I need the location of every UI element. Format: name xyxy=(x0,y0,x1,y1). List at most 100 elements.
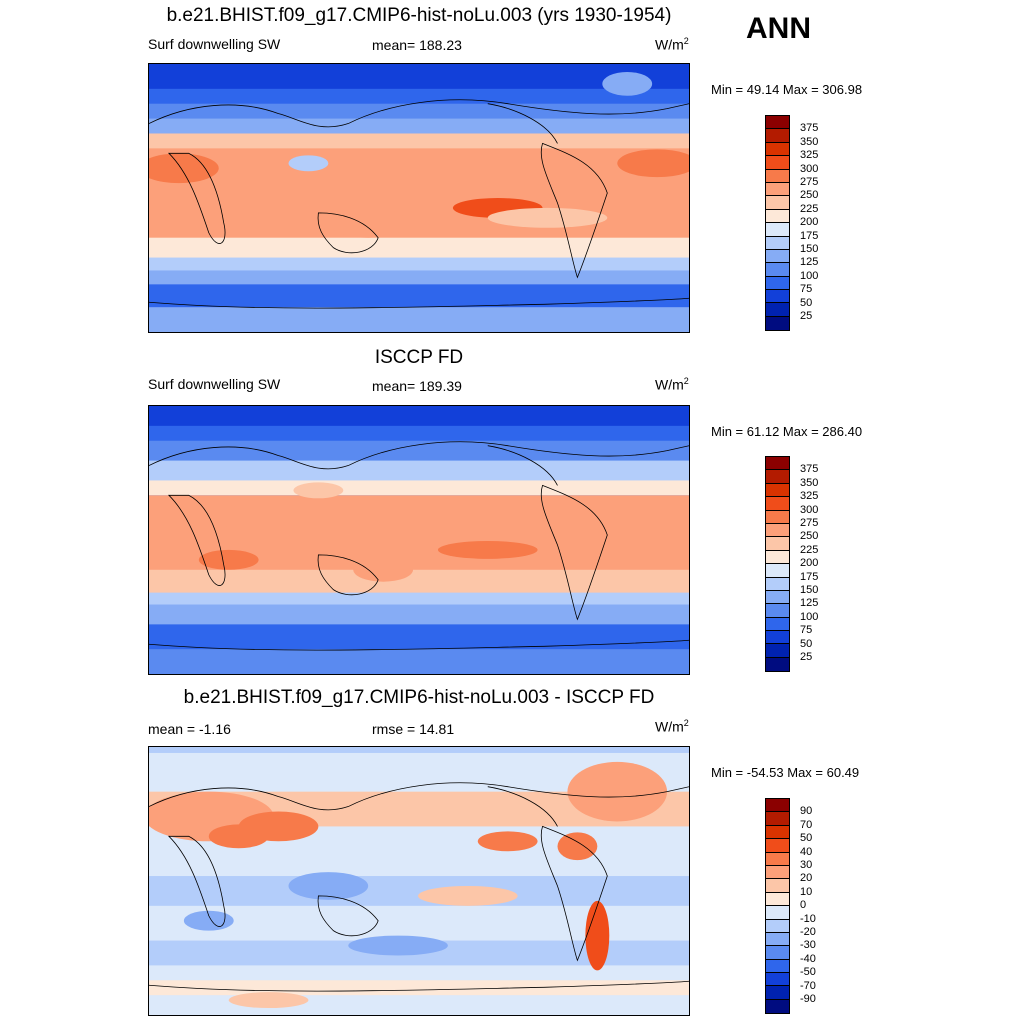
colorbar-tick-label: 200 xyxy=(800,216,819,229)
colorbar-swatch xyxy=(766,290,789,304)
colorbar-tick-label: -10 xyxy=(800,912,816,925)
panel-1-units: W/m2 xyxy=(655,36,689,53)
colorbar-tick-label: 350 xyxy=(800,476,819,489)
panel-1-variable-label: Surf downwelling SW xyxy=(148,36,281,52)
colorbar-tick-label: 50 xyxy=(800,832,813,845)
obs-sw-map xyxy=(149,406,689,674)
colorbar-swatch xyxy=(766,169,789,183)
colorbar-tick-label: 200 xyxy=(800,557,819,570)
colorbar-swatch xyxy=(766,932,789,947)
colorbar-tick-label: 250 xyxy=(800,530,819,543)
colorbar-tick-label: -20 xyxy=(800,926,816,938)
panel-2-colorbar xyxy=(765,456,790,673)
panel-2-variable-label: Surf downwelling SW xyxy=(148,376,281,392)
colorbar-tick-label: 300 xyxy=(800,162,819,175)
colorbar-swatch xyxy=(766,799,789,813)
colorbar-tick-label: 250 xyxy=(800,189,819,202)
panel-2-mean-label: mean= 189.39 xyxy=(372,378,462,394)
colorbar-swatch xyxy=(766,497,789,511)
colorbar-swatch xyxy=(766,812,789,826)
colorbar-tick-label: 150 xyxy=(800,584,819,596)
colorbar-swatch xyxy=(766,865,789,880)
colorbar-swatch xyxy=(766,209,789,224)
colorbar-tick-label: 350 xyxy=(800,135,819,148)
colorbar-tick-label: 50 xyxy=(800,296,813,309)
panel-3-title: b.e21.BHIST.f09_g17.CMIP6-hist-noLu.003 … xyxy=(183,687,655,708)
panel-3-map xyxy=(148,746,690,1016)
colorbar-tick-label: 375 xyxy=(800,463,819,476)
colorbar-tick-label: 75 xyxy=(800,283,813,296)
panel-3-minmax: Min = -54.53 Max = 60.49 xyxy=(711,765,860,780)
colorbar-swatch xyxy=(766,537,789,551)
panel-2-units: W/m2 xyxy=(655,376,689,393)
colorbar-swatch xyxy=(766,303,789,317)
colorbar-swatch xyxy=(766,631,789,645)
colorbar-tick-label: -70 xyxy=(800,979,816,992)
colorbar-swatch xyxy=(766,564,789,578)
colorbar-swatch xyxy=(766,577,789,591)
colorbar-swatch xyxy=(766,590,789,605)
colorbar-swatch xyxy=(766,142,789,157)
colorbar-swatch xyxy=(766,182,789,197)
panel-1-minmax: Min = 49.14 Max = 306.98 xyxy=(711,82,863,97)
colorbar-swatch xyxy=(766,236,789,250)
colorbar-tick-label: 125 xyxy=(800,256,819,269)
colorbar-tick-label: 40 xyxy=(800,845,813,858)
panel-2-title: ISCCP FD xyxy=(374,347,464,368)
colorbar-tick-label: 375 xyxy=(800,122,819,135)
colorbar-tick-label: -50 xyxy=(800,966,816,979)
colorbar-tick-label: 20 xyxy=(800,872,813,885)
colorbar-tick-label: 275 xyxy=(800,517,819,529)
colorbar-swatch xyxy=(766,249,789,264)
colorbar-tick-label: -30 xyxy=(800,939,816,952)
colorbar-swatch xyxy=(766,879,789,893)
colorbar-swatch xyxy=(766,986,789,1000)
colorbar-tick-label: 70 xyxy=(800,818,813,831)
colorbar-swatch xyxy=(766,644,789,658)
colorbar-swatch xyxy=(766,523,789,538)
colorbar-swatch xyxy=(766,617,789,632)
colorbar-swatch xyxy=(766,510,789,524)
colorbar-tick-label: 90 xyxy=(800,805,813,818)
colorbar-tick-label: 175 xyxy=(800,570,819,583)
colorbar-tick-label: 175 xyxy=(800,229,819,242)
colorbar-tick-label: 100 xyxy=(800,269,819,282)
colorbar-swatch xyxy=(766,457,789,471)
colorbar-swatch xyxy=(766,906,789,920)
colorbar-tick-label: 300 xyxy=(800,503,819,516)
season-label: ANN xyxy=(746,12,811,45)
model-sw-map xyxy=(149,64,689,332)
colorbar-tick-label: 325 xyxy=(800,490,819,503)
panel-3-colorbar xyxy=(765,798,790,1015)
colorbar-swatch xyxy=(766,470,789,484)
colorbar-swatch xyxy=(766,892,789,907)
colorbar-swatch xyxy=(766,550,789,565)
panel-3-units: W/m2 xyxy=(655,718,689,735)
colorbar-tick-label: -90 xyxy=(800,993,816,1005)
panel-2-map xyxy=(148,405,690,675)
colorbar-tick-label: 25 xyxy=(800,310,813,322)
colorbar-tick-label: 325 xyxy=(800,149,819,162)
colorbar-swatch xyxy=(766,839,789,853)
panel-1-title: b.e21.BHIST.f09_g17.CMIP6-hist-noLu.003 … xyxy=(166,5,672,26)
panel-1-map xyxy=(148,63,690,333)
colorbar-swatch xyxy=(766,276,789,291)
colorbar-swatch xyxy=(766,919,789,933)
colorbar-swatch xyxy=(766,973,789,987)
colorbar-tick-label: 150 xyxy=(800,243,819,255)
colorbar-tick-label: 75 xyxy=(800,624,813,637)
colorbar-swatch xyxy=(766,263,789,277)
colorbar-tick-label: 225 xyxy=(800,202,819,215)
colorbar-tick-label: 30 xyxy=(800,859,813,871)
colorbar-swatch xyxy=(766,483,789,498)
difference-map xyxy=(149,747,689,1015)
colorbar-swatch xyxy=(766,852,789,866)
colorbar-swatch xyxy=(766,316,789,331)
colorbar-tick-label: 50 xyxy=(800,637,813,650)
colorbar-tick-label: 125 xyxy=(800,597,819,610)
colorbar-tick-label: -40 xyxy=(800,952,816,965)
colorbar-tick-label: 225 xyxy=(800,543,819,556)
panel-2-minmax: Min = 61.12 Max = 286.40 xyxy=(711,424,863,439)
colorbar-swatch xyxy=(766,825,789,840)
colorbar-swatch xyxy=(766,116,789,130)
